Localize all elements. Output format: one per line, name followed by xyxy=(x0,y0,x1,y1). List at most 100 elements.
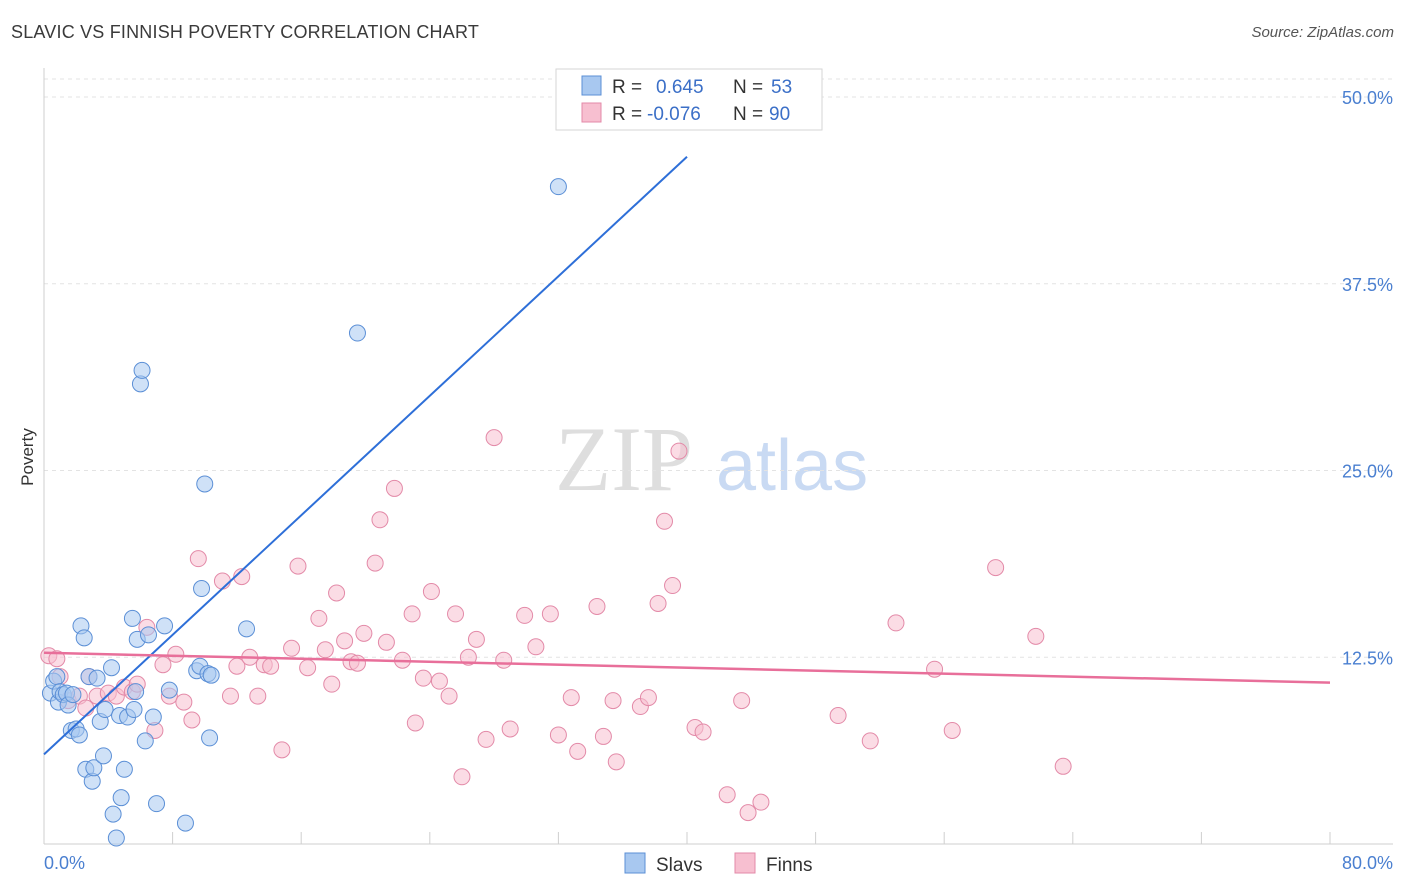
slavs-point xyxy=(156,617,174,635)
slavs-point xyxy=(193,580,211,598)
finns-point xyxy=(77,699,95,717)
finns-point xyxy=(377,633,395,651)
finns-point xyxy=(453,768,471,786)
legend-finns-r-label: R = xyxy=(612,104,642,125)
finns-point xyxy=(943,721,961,739)
finns-point xyxy=(348,654,366,672)
finns-point xyxy=(501,720,519,738)
finns-point xyxy=(403,605,421,623)
slavs-point xyxy=(176,814,194,832)
finns-point xyxy=(739,804,757,822)
y-axis-label: Poverty xyxy=(18,428,37,486)
slavs-point xyxy=(64,686,82,704)
finns-point xyxy=(310,609,328,627)
finns-point xyxy=(167,645,185,663)
slavs-point xyxy=(75,629,93,647)
finns-point xyxy=(733,692,751,710)
finns-point xyxy=(422,583,440,601)
finns-point xyxy=(527,638,545,656)
finns-point xyxy=(887,614,905,632)
bottom-legend-slavs-label: Slavs xyxy=(656,855,702,876)
watermark-zip: ZIP xyxy=(555,408,693,510)
finns-point xyxy=(249,687,267,705)
slavs-point xyxy=(348,324,366,342)
finns-point xyxy=(1054,757,1072,775)
finns-point xyxy=(495,651,513,669)
slavs-point xyxy=(94,747,112,765)
legend-finns-n-label: N = xyxy=(733,104,763,125)
finns-point xyxy=(604,692,622,710)
finns-point xyxy=(299,659,317,677)
slavs-point xyxy=(115,760,133,778)
legend-slavs-r-label: R = xyxy=(612,77,642,98)
correlation-legend: R = 0.645 N = 53 R = -0.076 N = 90 xyxy=(555,68,823,131)
source-credit: Source: ZipAtlas.com xyxy=(1251,24,1394,41)
finns-point xyxy=(655,512,673,530)
finns-point xyxy=(366,554,384,572)
slavs-point xyxy=(238,620,256,638)
finns-point xyxy=(477,730,495,748)
y-tick-label: 50.0% xyxy=(1342,88,1393,108)
finns-point xyxy=(516,606,534,624)
finns-point xyxy=(752,793,770,811)
finns-point xyxy=(467,630,485,648)
finns-point xyxy=(861,732,879,750)
finns-point xyxy=(1027,627,1045,645)
finns-point xyxy=(459,648,477,666)
y-tick-labels: 12.5% 25.0% 37.5% 50.0% xyxy=(1342,88,1393,668)
finns-point xyxy=(336,632,354,650)
slavs-point xyxy=(107,829,125,847)
finns-point xyxy=(670,442,688,460)
finns-point xyxy=(588,597,606,615)
finns-point xyxy=(406,714,424,732)
finns-point xyxy=(549,726,567,744)
finns-point xyxy=(355,624,373,642)
slavs-point xyxy=(144,708,162,726)
slavs-point xyxy=(123,609,141,627)
finns-point xyxy=(273,741,291,759)
slavs-point xyxy=(202,666,220,684)
finns-point xyxy=(316,641,334,659)
slavs-point xyxy=(136,732,154,750)
bottom-legend-finns-swatch xyxy=(734,852,756,874)
finns-point xyxy=(649,594,667,612)
finns-point xyxy=(289,557,307,575)
slavs-point xyxy=(127,683,145,701)
finns-points xyxy=(40,429,1072,822)
finns-point xyxy=(283,639,301,657)
watermark-atlas: atlas xyxy=(716,426,868,506)
finns-point xyxy=(213,572,231,590)
trend-lines xyxy=(43,156,1331,756)
series-legend: Slavs Finns xyxy=(624,852,812,876)
finns-point xyxy=(183,711,201,729)
finns-point xyxy=(562,689,580,707)
finns-point xyxy=(987,559,1005,577)
finns-point xyxy=(189,550,207,568)
x-tick-min: 0.0% xyxy=(44,853,85,873)
finns-trend-line xyxy=(43,651,1331,684)
slavs-point xyxy=(196,475,214,493)
finns-point xyxy=(154,656,172,674)
slavs-points xyxy=(41,178,567,847)
legend-finns-swatch xyxy=(581,102,602,123)
legend-slavs-r-value: 0.645 xyxy=(656,77,704,98)
finns-point xyxy=(371,511,389,529)
finns-point xyxy=(664,577,682,595)
finns-point xyxy=(328,584,346,602)
y-tick-label: 37.5% xyxy=(1342,275,1393,295)
finns-point xyxy=(485,429,503,447)
slavs-point xyxy=(125,701,143,719)
y-tick-label: 25.0% xyxy=(1342,462,1393,482)
finns-point xyxy=(430,672,448,690)
finns-point xyxy=(718,786,736,804)
slavs-point xyxy=(104,805,122,823)
y-tick-label: 12.5% xyxy=(1342,648,1393,668)
slavs-point xyxy=(133,361,151,379)
x-tick-max: 80.0% xyxy=(1342,853,1393,873)
legend-slavs-swatch xyxy=(581,75,602,96)
finns-point xyxy=(175,693,193,711)
legend-finns-n-value: 90 xyxy=(769,104,790,125)
slavs-point xyxy=(96,701,114,719)
finns-point xyxy=(639,689,657,707)
chart-title: SLAVIC VS FINNISH POVERTY CORRELATION CH… xyxy=(11,22,480,42)
